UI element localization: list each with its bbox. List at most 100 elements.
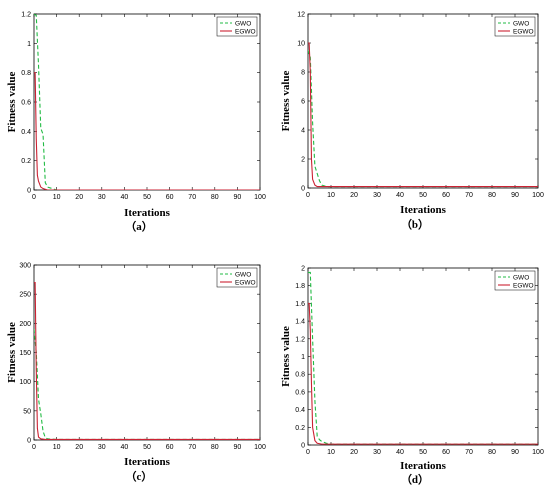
- x-tick-label: 70: [465, 449, 473, 456]
- y-axis-label: Fitness value: [280, 326, 292, 387]
- x-tick-label: 30: [98, 444, 106, 451]
- y-tick-label: 0.8: [295, 372, 305, 379]
- series-line-gwo: [308, 271, 538, 445]
- y-ticks: 0 50 100 150 200 250 300: [19, 263, 260, 445]
- x-tick-label: 100: [254, 444, 266, 451]
- y-tick-label: 12: [297, 12, 305, 19]
- legend-label-egwo: EGWO: [513, 282, 534, 289]
- x-tick-label: 50: [143, 194, 151, 201]
- x-tick-label: 0: [32, 194, 36, 201]
- x-tick-label: 20: [75, 444, 83, 451]
- series-group: [308, 42, 538, 188]
- x-tick-label: 70: [188, 444, 196, 451]
- x-tick-label: 50: [419, 449, 427, 456]
- y-tick-label: 2: [301, 266, 305, 273]
- x-tick-label: 0: [32, 444, 36, 451]
- y-tick-label: 4: [301, 128, 305, 135]
- y-tick-label: 8: [301, 70, 305, 77]
- x-tick-label: 10: [327, 449, 335, 456]
- y-tick-label: 1.2: [295, 336, 305, 343]
- x-ticks: 0 10 20 30 40 50 60 70 80 90 100: [306, 14, 544, 199]
- y-tick-label: 0: [27, 438, 31, 445]
- x-tick-label: 100: [254, 194, 266, 201]
- x-tick-label: 30: [98, 194, 106, 201]
- y-tick-label: 0.4: [21, 129, 31, 136]
- series-group: [308, 271, 538, 445]
- x-tick-label: 40: [396, 192, 404, 199]
- x-tick-label: 90: [511, 192, 519, 199]
- legend-label-gwo: GWO: [235, 20, 251, 27]
- y-tick-label: 0.4: [295, 407, 305, 414]
- x-tick-label: 80: [488, 192, 496, 199]
- y-tick-label: 10: [297, 41, 305, 48]
- x-tick-label: 60: [442, 192, 450, 199]
- x-tick-label: 10: [53, 194, 61, 201]
- x-tick-label: 100: [532, 449, 544, 456]
- x-tick-label: 40: [121, 194, 129, 201]
- x-tick-label: 50: [419, 192, 427, 199]
- series-group: [34, 14, 260, 190]
- y-tick-label: 150: [19, 350, 31, 357]
- x-tick-label: 10: [53, 444, 61, 451]
- x-tick-label: 30: [373, 192, 381, 199]
- series-line-egwo: [34, 281, 260, 440]
- y-tick-label: 0.2: [21, 158, 31, 165]
- x-tick-label: 100: [532, 192, 544, 199]
- plot-frame: [33, 13, 261, 191]
- x-tick-label: 70: [465, 192, 473, 199]
- y-tick-label: 0: [301, 186, 305, 193]
- x-tick-label: 60: [166, 444, 174, 451]
- y-tick-label: 0.8: [21, 70, 31, 77]
- series-line-egwo: [308, 42, 538, 188]
- x-axis-label: Iterations: [124, 456, 171, 468]
- y-tick-label: 250: [19, 292, 31, 299]
- y-tick-label: 2: [301, 157, 305, 164]
- y-tick-label: 1: [27, 41, 31, 48]
- legend-label-egwo: EGWO: [235, 28, 256, 35]
- x-tick-label: 70: [188, 194, 196, 201]
- x-tick-label: 20: [350, 449, 358, 456]
- chart-panel-d: 0 10 20 30 40 50 60 70 80 90 100 0 0.2 0.4 0.6 0.8 1 1.2 1…: [280, 266, 544, 487]
- panel-label: （b）: [401, 218, 429, 231]
- series-line-egwo: [308, 302, 538, 445]
- series-line-gwo: [34, 14, 260, 190]
- x-tick-label: 80: [211, 444, 219, 451]
- x-tick-label: 90: [234, 194, 242, 201]
- x-tick-label: 20: [350, 192, 358, 199]
- y-ticks: 0 0.2 0.4 0.6 0.8 1 1.2 1.4 1.6 1.8 2: [295, 266, 538, 450]
- y-tick-label: 0: [27, 188, 31, 195]
- chart-panel-a: 0 10 20 30 40 50 60 70 80 90 100 0 0.2 0.4 0.6 0.8 1 1.2 G…: [6, 12, 266, 234]
- x-tick-label: 60: [166, 194, 174, 201]
- y-ticks: 0 2 4 6 8 10 12: [297, 12, 538, 193]
- y-tick-label: 0: [301, 443, 305, 450]
- legend-label-gwo: GWO: [235, 271, 251, 278]
- x-tick-label: 10: [327, 192, 335, 199]
- series-line-egwo: [34, 72, 260, 190]
- x-tick-label: 50: [143, 444, 151, 451]
- legend-label-gwo: GWO: [513, 274, 529, 281]
- x-tick-label: 60: [442, 449, 450, 456]
- panel-label: （c）: [126, 470, 153, 483]
- plot-frame: [307, 13, 539, 189]
- series-group: [34, 281, 260, 440]
- x-tick-label: 0: [306, 192, 310, 199]
- x-tick-label: 30: [373, 449, 381, 456]
- x-tick-label: 80: [211, 194, 219, 201]
- y-tick-label: 1.8: [295, 283, 305, 290]
- plot-frame: [307, 267, 539, 446]
- y-tick-label: 1.4: [295, 319, 305, 326]
- y-axis-label: Fitness value: [280, 70, 292, 131]
- y-axis-label: Fitness value: [6, 322, 18, 383]
- x-tick-label: 20: [75, 194, 83, 201]
- y-tick-label: 300: [19, 263, 31, 270]
- y-tick-label: 0.6: [21, 100, 31, 107]
- y-tick-label: 0.2: [295, 425, 305, 432]
- legend-label-gwo: GWO: [513, 20, 529, 27]
- x-axis-label: Iterations: [124, 207, 171, 219]
